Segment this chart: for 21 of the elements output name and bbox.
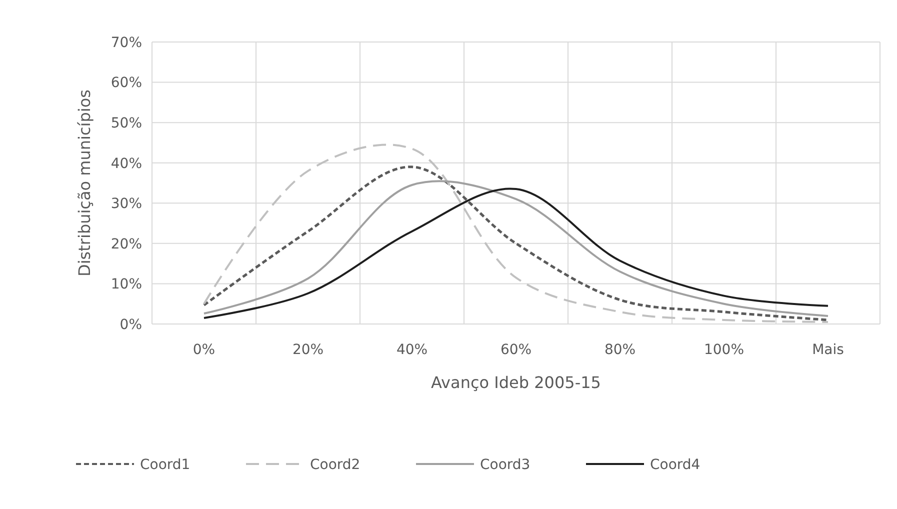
x-tick-label: 100% bbox=[704, 342, 744, 358]
y-tick-label: 70% bbox=[110, 34, 142, 51]
x-tick-label: Mais bbox=[812, 342, 844, 358]
x-tick-label: 40% bbox=[396, 342, 428, 358]
x-tick-label: 80% bbox=[604, 342, 636, 358]
x-tick-label: 20% bbox=[292, 342, 324, 358]
legend-label: Coord1 bbox=[140, 456, 190, 473]
y-tick-label: 30% bbox=[110, 196, 142, 212]
y-tick-label: 60% bbox=[110, 75, 142, 92]
x-tick-label: 0% bbox=[192, 342, 216, 358]
x-axis-title: Avanço Ideb 2005-15 bbox=[431, 373, 601, 392]
legend-label: Coord3 bbox=[480, 456, 530, 473]
legend-label: Coord2 bbox=[310, 456, 360, 473]
y-tick-label: 50% bbox=[110, 115, 142, 132]
x-tick-label: 60% bbox=[500, 342, 532, 358]
legend-label: Coord4 bbox=[650, 456, 700, 473]
y-tick-label: 10% bbox=[110, 276, 142, 293]
y-tick-label: 20% bbox=[110, 236, 142, 252]
y-axis-title: Distribuição municípios bbox=[75, 90, 94, 276]
y-tick-label: 0% bbox=[120, 316, 142, 333]
y-tick-label: 40% bbox=[110, 156, 142, 172]
